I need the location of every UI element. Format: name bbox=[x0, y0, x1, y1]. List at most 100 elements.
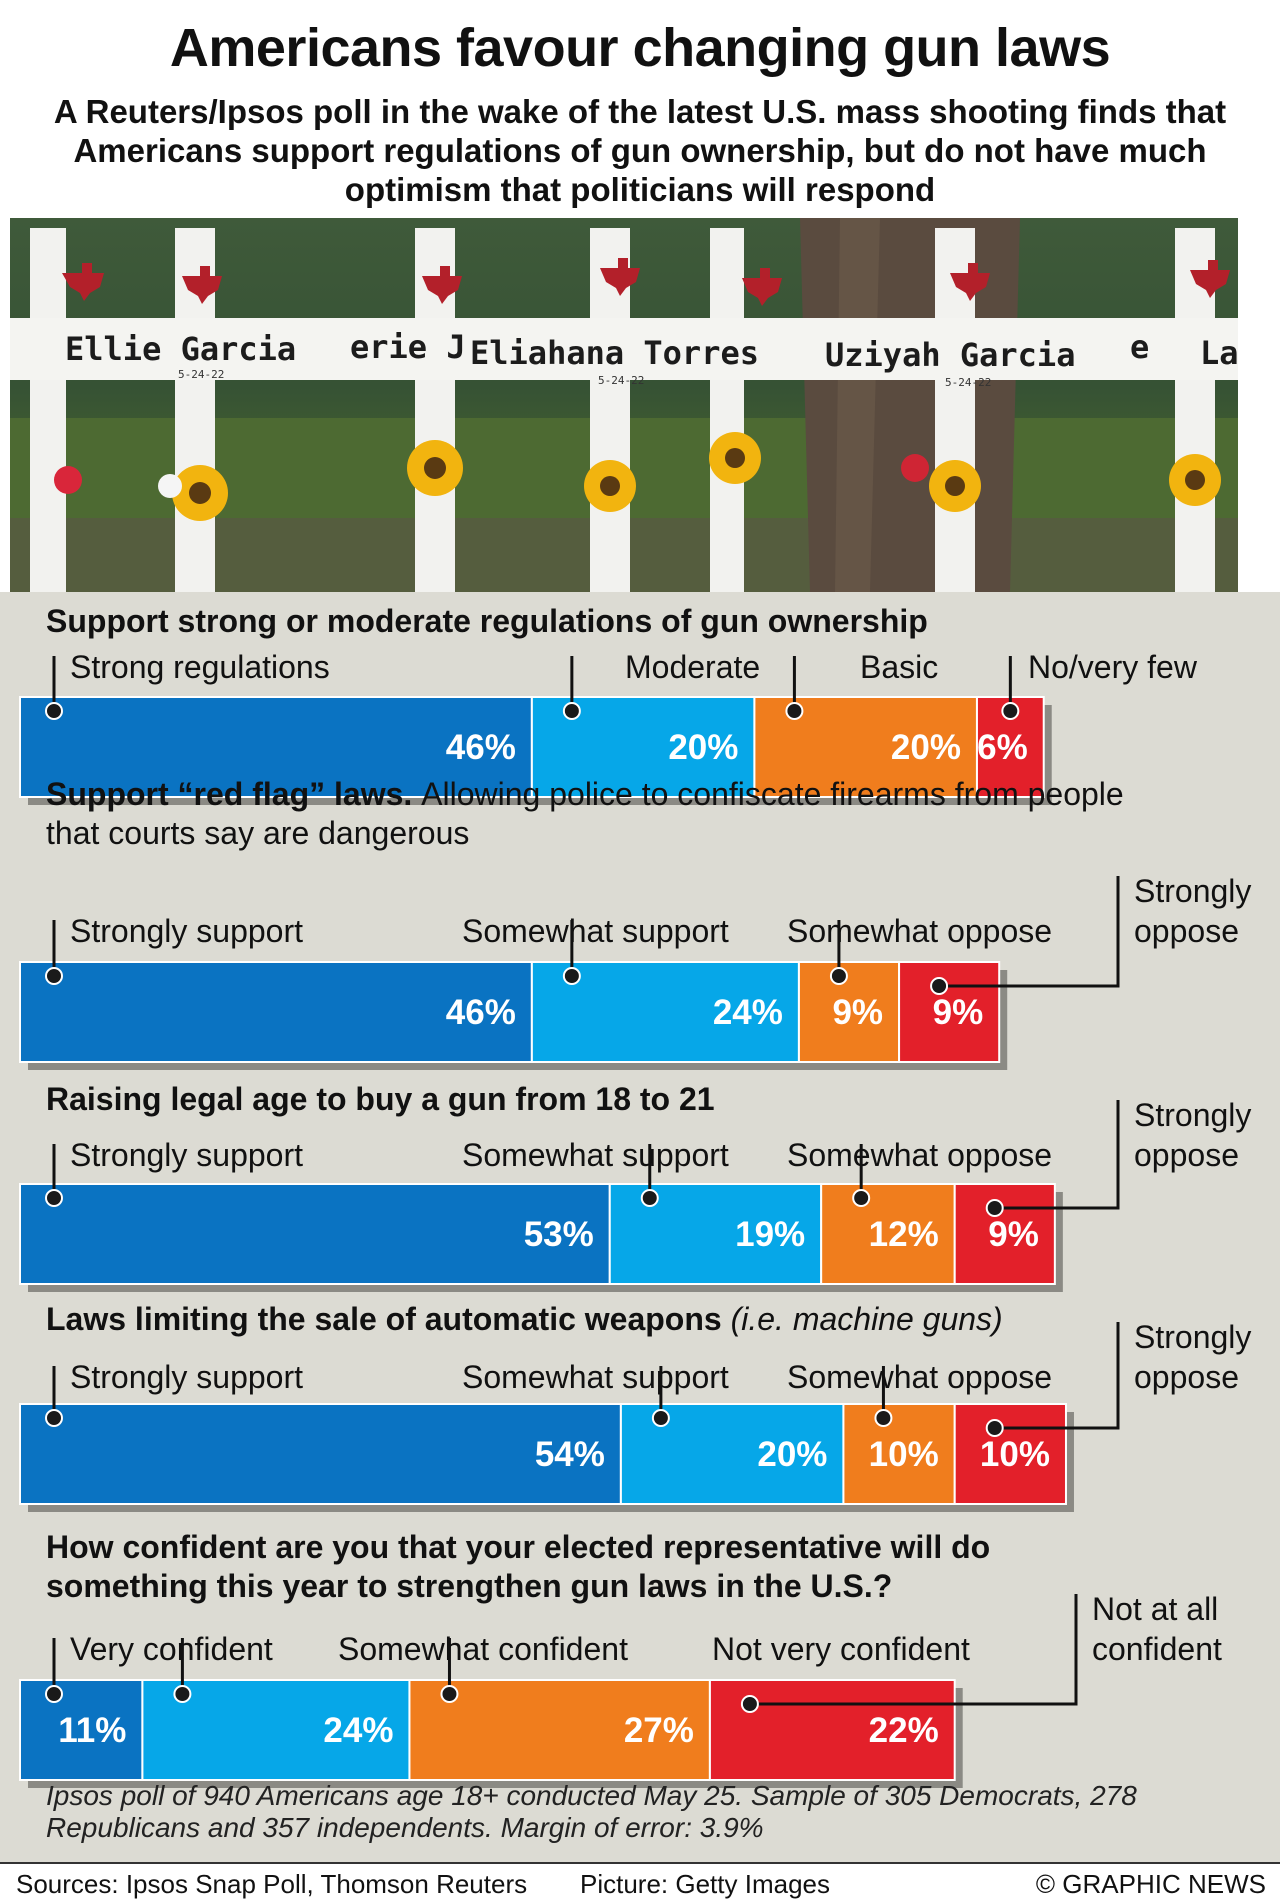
value-label: 24% bbox=[713, 993, 783, 1032]
cross-post bbox=[30, 228, 66, 592]
label-dot bbox=[562, 702, 581, 720]
cross-name: Lau bbox=[1200, 334, 1238, 372]
value-label: 10% bbox=[869, 1435, 939, 1474]
texas-emblems bbox=[62, 258, 1230, 306]
category-label: Moderate bbox=[625, 649, 760, 685]
texas-emblem bbox=[600, 258, 640, 296]
sunflowers bbox=[54, 432, 1221, 521]
bar-segment-4 bbox=[953, 1183, 1056, 1285]
bar-segment-1 bbox=[19, 961, 533, 1063]
chart-title-bold: Support “red flag” laws. bbox=[46, 776, 421, 812]
value-label: 46% bbox=[446, 728, 516, 767]
label-dot bbox=[45, 1685, 63, 1703]
label-dot bbox=[640, 1189, 659, 1207]
category-label-line: Strongly bbox=[1134, 1097, 1251, 1133]
chart-title: How confident are you that your elected … bbox=[46, 1529, 990, 1604]
label-dot bbox=[829, 967, 848, 985]
page-subtitle: A Reuters/Ipsos poll in the wake of the … bbox=[53, 93, 1227, 208]
chart-title: Support strong or moderate regulations o… bbox=[46, 603, 928, 639]
label-connector bbox=[994, 1322, 1120, 1430]
chart-title-extra: (i.e. machine guns) bbox=[722, 1301, 1003, 1337]
sources-text: Sources: Ipsos Snap Poll, Thomson Reuter… bbox=[16, 1869, 528, 1899]
category-label: Strongly support bbox=[70, 1137, 303, 1173]
texas-emblem bbox=[62, 263, 104, 301]
copyright-credit: © GRAPHIC NEWS bbox=[1035, 1869, 1266, 1899]
chart-1: Support strong or moderate regulations o… bbox=[19, 603, 1198, 805]
chart-4: Laws limiting the sale of automatic weap… bbox=[19, 1301, 1251, 1512]
category-label: Strongly oppose bbox=[1134, 1319, 1251, 1395]
chart-title-bold: Raising legal age to buy a gun from 18 t… bbox=[46, 1081, 715, 1117]
value-label: 11% bbox=[58, 1711, 126, 1750]
chart-5: How confident are you that your elected … bbox=[19, 1529, 1222, 1788]
value-label: 6% bbox=[977, 728, 1028, 767]
value-label: 19% bbox=[735, 1215, 805, 1254]
category-label-line: Strongly bbox=[1134, 1319, 1251, 1355]
chart-title: Support “red flag” laws. Allowing police… bbox=[46, 776, 1124, 851]
category-label: Somewhat oppose bbox=[787, 1359, 1052, 1395]
bar-segment-3 bbox=[842, 1403, 956, 1505]
chart-title-bold: Laws limiting the sale of automatic weap… bbox=[46, 1301, 722, 1337]
chart-title-extra: that courts say are dangerous bbox=[46, 815, 469, 851]
value-label: 20% bbox=[668, 728, 738, 767]
value-label: 54% bbox=[535, 1435, 605, 1474]
memorial-photo-art: Ellie Garcia erie J Eliahana Torres Uziy… bbox=[10, 218, 1238, 592]
category-label-line: oppose bbox=[1134, 1137, 1239, 1173]
cross-name: e bbox=[1130, 328, 1149, 366]
label-dot bbox=[985, 1199, 1004, 1217]
bar-segment-4 bbox=[953, 1403, 1067, 1505]
category-label: Somewhat confident bbox=[338, 1631, 628, 1667]
header: Americans favour changing gun laws A Reu… bbox=[0, 0, 1280, 218]
stacked-bar-charts: Support strong or moderate regulations o… bbox=[19, 603, 1251, 1788]
chart-2: Support “red flag” laws. Allowing police… bbox=[19, 776, 1251, 1070]
label-dot bbox=[985, 1419, 1004, 1437]
category-label-line: oppose bbox=[1134, 913, 1239, 949]
category-label-line: confident bbox=[1092, 1631, 1222, 1667]
label-dot bbox=[1001, 702, 1020, 720]
category-label: Not very confident bbox=[712, 1631, 970, 1667]
cross-name: Eliahana Torres bbox=[470, 334, 759, 372]
label-connector bbox=[994, 1100, 1120, 1210]
chart-title: Raising legal age to buy a gun from 18 t… bbox=[46, 1081, 715, 1117]
label-dot bbox=[874, 1409, 893, 1427]
value-label: 10% bbox=[980, 1435, 1050, 1474]
cross-bar bbox=[10, 318, 1238, 380]
category-label: No/very few bbox=[1028, 649, 1198, 685]
value-label: 27% bbox=[624, 1711, 694, 1750]
chart-3: Raising legal age to buy a gun from 18 t… bbox=[19, 1081, 1251, 1292]
category-label: Strong regulations bbox=[70, 649, 330, 685]
picture-credit: Picture: Getty Images bbox=[580, 1869, 830, 1899]
category-label: Not at all confident bbox=[1092, 1591, 1222, 1667]
category-label: Strongly oppose bbox=[1134, 1097, 1251, 1173]
texas-emblem bbox=[422, 266, 462, 304]
texas-emblem bbox=[950, 263, 990, 301]
label-dot bbox=[440, 1685, 459, 1703]
footer: Sources: Ipsos Snap Poll, Thomson Reuter… bbox=[0, 1862, 1280, 1902]
chart-title-line: something this year to strengthen gun la… bbox=[46, 1568, 892, 1604]
label-connector bbox=[749, 1594, 1078, 1706]
label-dot bbox=[45, 1409, 63, 1427]
category-label-line: Strongly bbox=[1134, 873, 1251, 909]
sunflower-center bbox=[945, 476, 965, 496]
category-label: Basic bbox=[860, 649, 938, 685]
value-label: 9% bbox=[933, 993, 984, 1032]
category-label: Strongly support bbox=[70, 1359, 303, 1395]
rose bbox=[158, 474, 182, 498]
category-label: Somewhat support bbox=[462, 1359, 729, 1395]
cross-date: 5-24-22 bbox=[178, 368, 224, 381]
cross-post bbox=[710, 228, 744, 592]
chart-title: Laws limiting the sale of automatic weap… bbox=[46, 1301, 1003, 1337]
bar-segment-1 bbox=[19, 1183, 611, 1285]
category-label: Somewhat support bbox=[462, 913, 729, 949]
value-label: 20% bbox=[891, 728, 961, 767]
label-dot bbox=[651, 1409, 670, 1427]
label-dot bbox=[930, 977, 949, 995]
label-dot bbox=[562, 967, 581, 985]
label-dot bbox=[45, 967, 63, 985]
sunflower-center bbox=[1185, 470, 1205, 490]
bar-segment-1 bbox=[19, 1679, 144, 1781]
chart-title-line: How confident are you that your elected … bbox=[46, 1529, 990, 1565]
rose bbox=[901, 454, 929, 482]
category-label: Somewhat support bbox=[462, 1137, 729, 1173]
value-label: 24% bbox=[323, 1711, 393, 1750]
category-label: Somewhat oppose bbox=[787, 913, 1052, 949]
